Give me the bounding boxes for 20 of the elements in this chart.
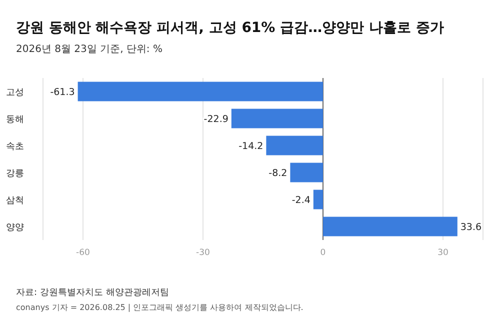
data-label: 33.6	[460, 222, 482, 233]
y-tick-label: 삼척	[6, 196, 24, 206]
x-tick-label: 30	[438, 248, 448, 258]
data-label: -8.2	[268, 168, 288, 179]
data-label: -22.9	[204, 114, 228, 125]
chart-title: 강원 동해안 해수욕장 피서객, 고성 61% 급감…양양만 나홀로 증가	[16, 20, 444, 36]
data-label: -2.4	[292, 195, 310, 206]
data-label: -14.2	[238, 141, 264, 152]
x-tick-label: -30	[196, 248, 210, 258]
y-tick-label: 동해	[6, 115, 24, 125]
y-tick-label: 속초	[6, 142, 24, 152]
y-tick-label: 강릉	[6, 169, 24, 179]
text: conanys 기자 = 2026.08.25 | 인포그래픽 생성기를 사용하여 제작되었습니다.	[16, 303, 304, 312]
y-tick-label: 고성	[6, 88, 24, 98]
x-tick-label: 0	[320, 248, 326, 258]
data-label: -61.3	[50, 87, 75, 98]
text: 자료: 강원특별자치도 해양관광레저팀	[16, 288, 169, 298]
y-tick-label: 양양	[6, 223, 24, 233]
chart-subtitle: 2026년 8월 23일 기준, 단위: %	[16, 44, 162, 55]
x-tick-label: -60	[76, 248, 90, 258]
